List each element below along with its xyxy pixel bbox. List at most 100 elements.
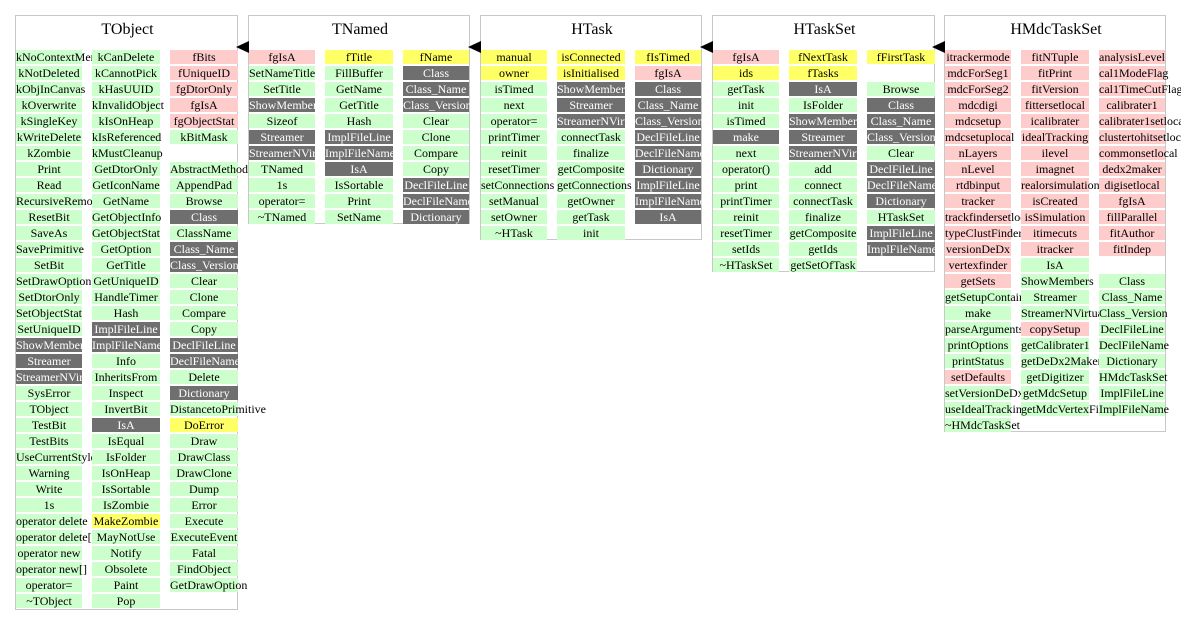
member-item: DeclFileName <box>403 194 473 208</box>
class-box-hmdctaskset: HMdcTaskSet itrackermode mdcForSeg1 mdcFor… <box>944 15 1181 432</box>
member-item: fTitle <box>325 50 393 64</box>
member-item: SetBit <box>16 258 82 272</box>
member-item: fFirstTask <box>867 50 935 64</box>
member-item: ImplFileName <box>325 146 395 160</box>
member-item: getConnections <box>557 178 632 192</box>
member-item: fTasks <box>789 66 857 80</box>
member-column: fgIsA SetNameTitle SetTitle ShowMembers Size… <box>249 50 334 226</box>
member-item: setDefaults <box>945 370 1011 384</box>
member-column: fgIsA ids getTask init isTimed make next operat… <box>713 50 779 274</box>
member-item: FindObject <box>170 562 238 576</box>
class-box-htaskset: HTaskSet fgIsA ids getTask init isTimed make n… <box>712 15 937 274</box>
member-column: fBits fUniqueID fgDtorOnly fgIsA fgObjectSta… <box>170 50 266 594</box>
member-item: next <box>713 146 779 160</box>
member-item: MayNotUse <box>92 530 160 544</box>
member-item: fNextTask <box>789 50 857 64</box>
inheritance-arrow-icon <box>468 41 481 53</box>
member-item: Compare <box>403 146 469 160</box>
member-item: cal1TimeCutFlag <box>1099 82 1181 96</box>
member-item: fitVersion <box>1021 82 1089 96</box>
member-item: getComposite <box>557 162 625 176</box>
member-spacer <box>170 146 238 160</box>
member-item: printTimer <box>713 194 779 208</box>
class-title-hmdctaskset: HMdcTaskSet <box>1010 21 1102 38</box>
member-item: Sizeof <box>249 114 315 128</box>
member-item: clustertohitsetlocal <box>1099 130 1181 144</box>
member-item: versionDeDx <box>945 242 1011 256</box>
member-item: RecursiveRemove <box>16 194 104 208</box>
member-item: icalibrater <box>1021 114 1089 128</box>
member-item: kCanDelete <box>92 50 160 64</box>
class-box-tnamed: TNamed fgIsA SetNameTitle SetTitle ShowMemb… <box>248 15 473 226</box>
member-column: fitNTuple fitPrint fitVersion fittersetloca… <box>1021 50 1121 418</box>
member-item: Clone <box>170 290 238 304</box>
member-column: analysisLevel cal1ModeFlag cal1TimeCutFlag… <box>1099 50 1181 418</box>
member-item: GetObjectStat <box>92 226 160 240</box>
member-item: Class_Name <box>867 114 935 128</box>
member-column: fIsTimed fgIsA Class Class_Name Class_Versio… <box>635 50 705 226</box>
member-item: GetObjectInfo <box>92 210 162 224</box>
member-item: GetTitle <box>325 98 393 112</box>
member-item: ImplFileName <box>1099 402 1169 416</box>
member-item: GetTitle <box>92 258 160 272</box>
member-item: resetTimer <box>481 162 547 176</box>
member-item: Hash <box>325 114 393 128</box>
member-item: calibrater1setlocal <box>1099 114 1181 128</box>
member-item: IsFolder <box>789 98 857 112</box>
member-item: FillBuffer <box>325 66 393 80</box>
member-item: IsEqual <box>92 434 160 448</box>
member-column: manual owner isTimed next operator= printTime… <box>481 50 554 242</box>
member-item: getTask <box>557 210 625 224</box>
member-item: resetTimer <box>713 226 779 240</box>
member-item: fittersetlocal <box>1021 98 1089 112</box>
member-item: ~TNamed <box>249 210 315 224</box>
member-item: connect <box>789 178 857 192</box>
member-item: trackfindersetlocal <box>945 210 1035 224</box>
member-item: Fatal <box>170 546 238 560</box>
member-item: kIsOnHeap <box>92 114 160 128</box>
member-item: kOverwrite <box>16 98 82 112</box>
member-item: fillParallel <box>1099 210 1165 224</box>
member-item: Class_Version <box>635 114 704 128</box>
member-item: getSetupContainer <box>945 290 1035 304</box>
member-item: IsSortable <box>325 178 393 192</box>
member-item: kHasUUID <box>92 82 160 96</box>
member-item: Class <box>867 98 935 112</box>
member-item: Streamer <box>1021 290 1089 304</box>
member-item: fgDtorOnly <box>170 82 238 96</box>
member-item: DeclFileName <box>635 146 705 160</box>
member-spacer <box>1099 258 1165 272</box>
member-item: getSets <box>945 274 1011 288</box>
member-item: Streamer <box>249 130 315 144</box>
member-item: getOwner <box>557 194 625 208</box>
member-item: DeclFileLine <box>170 338 238 352</box>
member-item: fitIndep <box>1099 242 1165 256</box>
member-item: GetDtorOnly <box>92 162 160 176</box>
member-item: kWriteDelete <box>16 130 82 144</box>
member-item: fitAuthor <box>1099 226 1165 240</box>
member-item: Class_Name <box>170 242 238 256</box>
member-item: itracker <box>1021 242 1089 256</box>
member-item: IsA <box>1021 258 1089 272</box>
member-item: isSimulation <box>1021 210 1089 224</box>
member-item: useIdealTracking <box>945 402 1028 416</box>
member-item: getMdcVertexFinder <box>1021 402 1121 416</box>
member-item: idealTracking <box>1021 130 1089 144</box>
member-item: MakeZombie <box>92 514 160 528</box>
member-item: typeClustFinder <box>945 226 1023 240</box>
member-item: init <box>557 226 625 240</box>
member-item: dedx2maker <box>1099 162 1165 176</box>
member-item: Obsolete <box>92 562 160 576</box>
member-item: Dictionary <box>1099 354 1165 368</box>
member-item: operator() <box>713 162 779 176</box>
member-item: Warning <box>16 466 82 480</box>
member-item: Clear <box>867 146 935 160</box>
member-item: getIds <box>789 242 857 256</box>
member-item: cal1ModeFlag <box>1099 66 1169 80</box>
member-item: isCreated <box>1021 194 1089 208</box>
member-item: Info <box>92 354 160 368</box>
member-item: Class_Version <box>867 130 936 144</box>
member-item: ExecuteEvent <box>170 530 238 544</box>
member-item: getDeDx2Maker <box>1021 354 1102 368</box>
member-item: itimecuts <box>1021 226 1089 240</box>
